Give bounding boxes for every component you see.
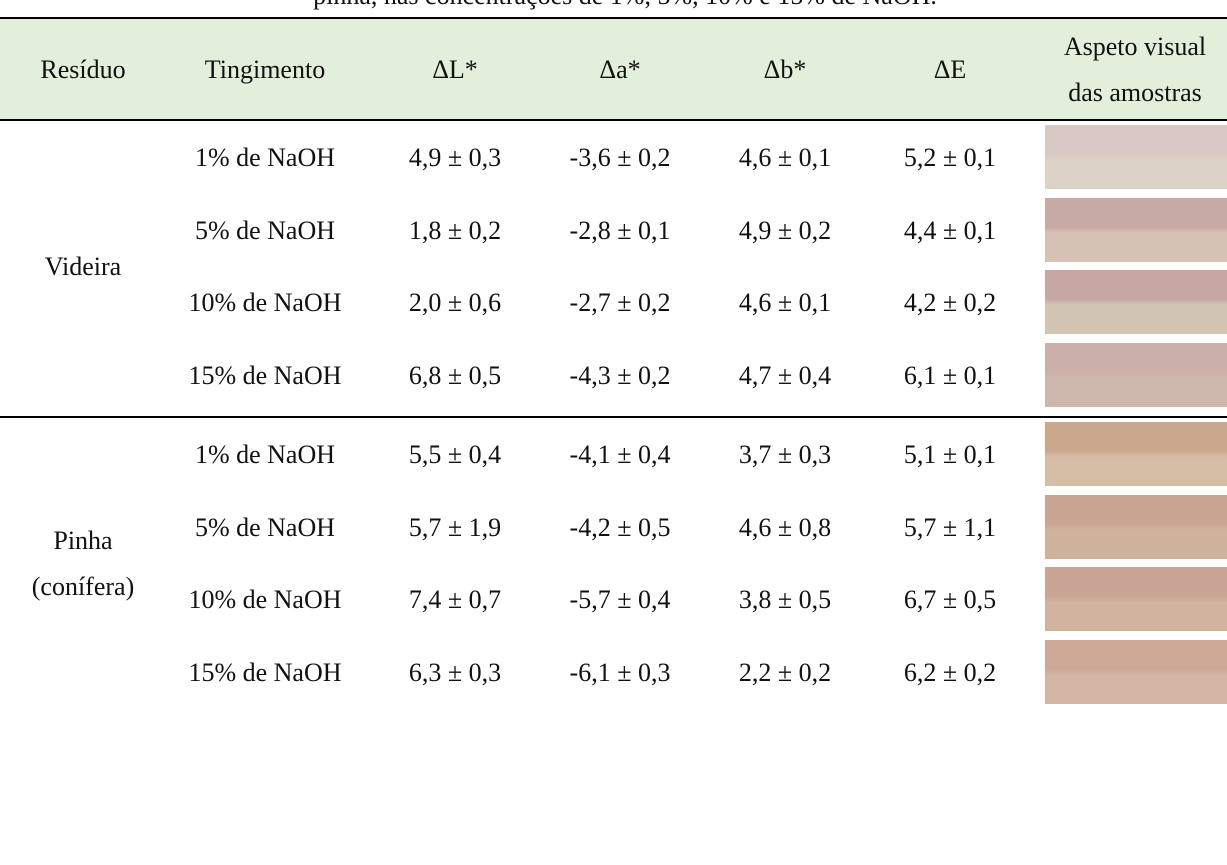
column-header: ΔL* [432,47,478,93]
value-cell: 4,9 ± 0,2 [739,208,831,254]
value-cell: 4,9 ± 0,3 [409,135,501,181]
residue-label: Pinha (conífera) [13,518,153,610]
group-rule [0,416,1227,418]
column-header: Δb* [764,47,807,93]
column-header: Δa* [599,47,640,93]
value-cell: -6,1 ± 0,3 [570,650,671,696]
treatment-cell: 15% de NaOH [188,650,341,696]
treatment-cell: 10% de NaOH [188,577,341,623]
sample-swatch [1045,343,1227,407]
value-cell: 7,4 ± 0,7 [409,577,501,623]
value-cell: 5,7 ± 1,9 [409,505,501,551]
sample-swatch [1045,567,1227,631]
value-cell: 4,7 ± 0,4 [739,353,831,399]
value-cell: -2,8 ± 0,1 [570,208,671,254]
column-header: Tingimento [205,47,325,93]
value-cell: 5,1 ± 0,1 [904,432,996,478]
column-header: ΔE [934,47,967,93]
value-cell: 6,8 ± 0,5 [409,353,501,399]
treatment-cell: 10% de NaOH [188,280,341,326]
value-cell: 4,2 ± 0,2 [904,280,996,326]
residue-label: Videira [13,244,153,290]
value-cell: 6,3 ± 0,3 [409,650,501,696]
value-cell: -4,2 ± 0,5 [570,505,671,551]
treatment-cell: 5% de NaOH [195,505,335,551]
header-rule [0,119,1227,121]
top-rule [0,17,1227,19]
value-cell: 1,8 ± 0,2 [409,208,501,254]
value-cell: 4,6 ± 0,1 [739,280,831,326]
treatment-cell: 1% de NaOH [195,432,335,478]
value-cell: 4,4 ± 0,1 [904,208,996,254]
value-cell: 3,7 ± 0,3 [739,432,831,478]
value-cell: -2,7 ± 0,2 [570,280,671,326]
value-cell: -4,1 ± 0,4 [570,432,671,478]
value-cell: 4,6 ± 0,8 [739,505,831,551]
value-cell: 5,7 ± 1,1 [904,505,996,551]
sample-swatch [1045,495,1227,559]
value-cell: 5,2 ± 0,1 [904,135,996,181]
value-cell: 2,0 ± 0,6 [409,280,501,326]
value-cell: 4,6 ± 0,1 [739,135,831,181]
sample-swatch [1045,270,1227,334]
sample-swatch [1045,640,1227,704]
sample-swatch [1045,422,1227,486]
value-cell: 2,2 ± 0,2 [739,650,831,696]
column-header: Resíduo [40,47,125,93]
value-cell: -5,7 ± 0,4 [570,577,671,623]
treatment-cell: 5% de NaOH [195,208,335,254]
value-cell: -4,3 ± 0,2 [570,353,671,399]
column-header: Aspeto visual das amostras [1045,24,1225,116]
value-cell: 3,8 ± 0,5 [739,577,831,623]
value-cell: 6,1 ± 0,1 [904,353,996,399]
value-cell: 6,7 ± 0,5 [904,577,996,623]
treatment-cell: 15% de NaOH [188,353,341,399]
value-cell: 6,2 ± 0,2 [904,650,996,696]
sample-swatch [1045,198,1227,262]
sample-swatch [1045,125,1227,189]
value-cell: 5,5 ± 0,4 [409,432,501,478]
treatment-cell: 1% de NaOH [195,135,335,181]
page: pinha, nas concentrações de 1%, 5%, 10% … [0,0,1227,865]
value-cell: -3,6 ± 0,2 [570,135,671,181]
